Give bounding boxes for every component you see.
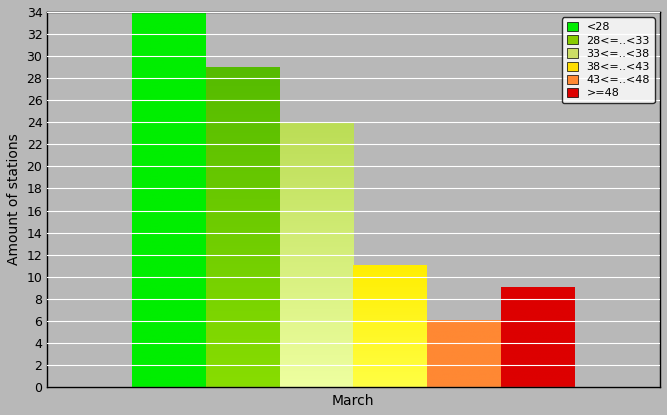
Y-axis label: Amount of stations: Amount of stations	[7, 134, 21, 266]
Legend: <28, 28<=..<33, 33<=..<38, 38<=..<43, 43<=..<48, >=48: <28, 28<=..<33, 33<=..<38, 38<=..<43, 43…	[562, 17, 654, 103]
